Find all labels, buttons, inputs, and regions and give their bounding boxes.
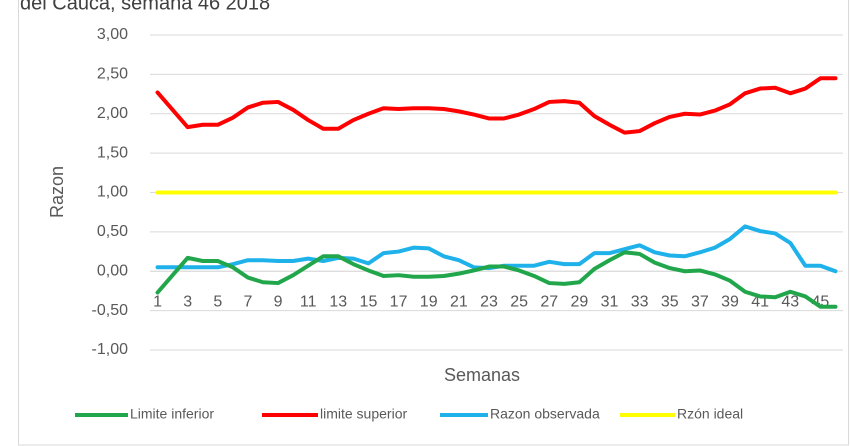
x-tick-label: 5 [213,293,222,310]
legend-label: Limite inferior [130,406,214,422]
x-tick-label: 21 [450,293,468,310]
y-tick-label: -0,50 [92,302,129,319]
x-tick-label: 25 [510,293,528,310]
legend-label: Razon observada [490,406,600,422]
x-tick-label: 33 [631,293,649,310]
x-tick-label: 29 [570,293,588,310]
x-tick-label: 7 [243,293,252,310]
y-tick-label: 3,00 [97,26,128,43]
y-tick-label: 2,00 [97,105,128,122]
y-tick-label: 2,50 [97,66,128,83]
legend-label: Rzón ideal [677,406,743,422]
series-line [155,76,838,135]
x-tick-label: 39 [721,293,739,310]
y-axis-label: Razon [47,166,67,218]
x-tick-label: 27 [540,293,558,310]
y-tick-label: 0,50 [97,223,128,240]
x-tick-label: 1 [153,293,162,310]
x-tick-label: 15 [360,293,378,310]
x-axis-label: Semanas [444,365,520,385]
legend-label: limite superior [320,406,407,422]
x-tick-label: 43 [781,293,799,310]
x-tick-label: 19 [420,293,438,310]
y-tick-label: 1,00 [97,184,128,201]
y-tick-label: -1,00 [92,341,129,358]
chart-title: del Cauca, semana 46 2018 [20,0,270,14]
x-tick-label: 31 [601,293,619,310]
x-tick-label: 35 [661,293,679,310]
series-line [155,250,838,309]
x-tick-label: 23 [480,293,498,310]
x-tick-label: 11 [300,293,317,310]
x-tick-label: 37 [691,293,709,310]
y-tick-label: 0,00 [97,262,128,279]
x-tick-label: 17 [390,293,408,310]
x-tick-label: 3 [183,293,192,310]
x-tick-label: 13 [329,293,347,310]
chart-frame [18,0,849,446]
x-tick-label: 9 [274,293,283,310]
y-tick-label: 1,50 [97,144,128,161]
